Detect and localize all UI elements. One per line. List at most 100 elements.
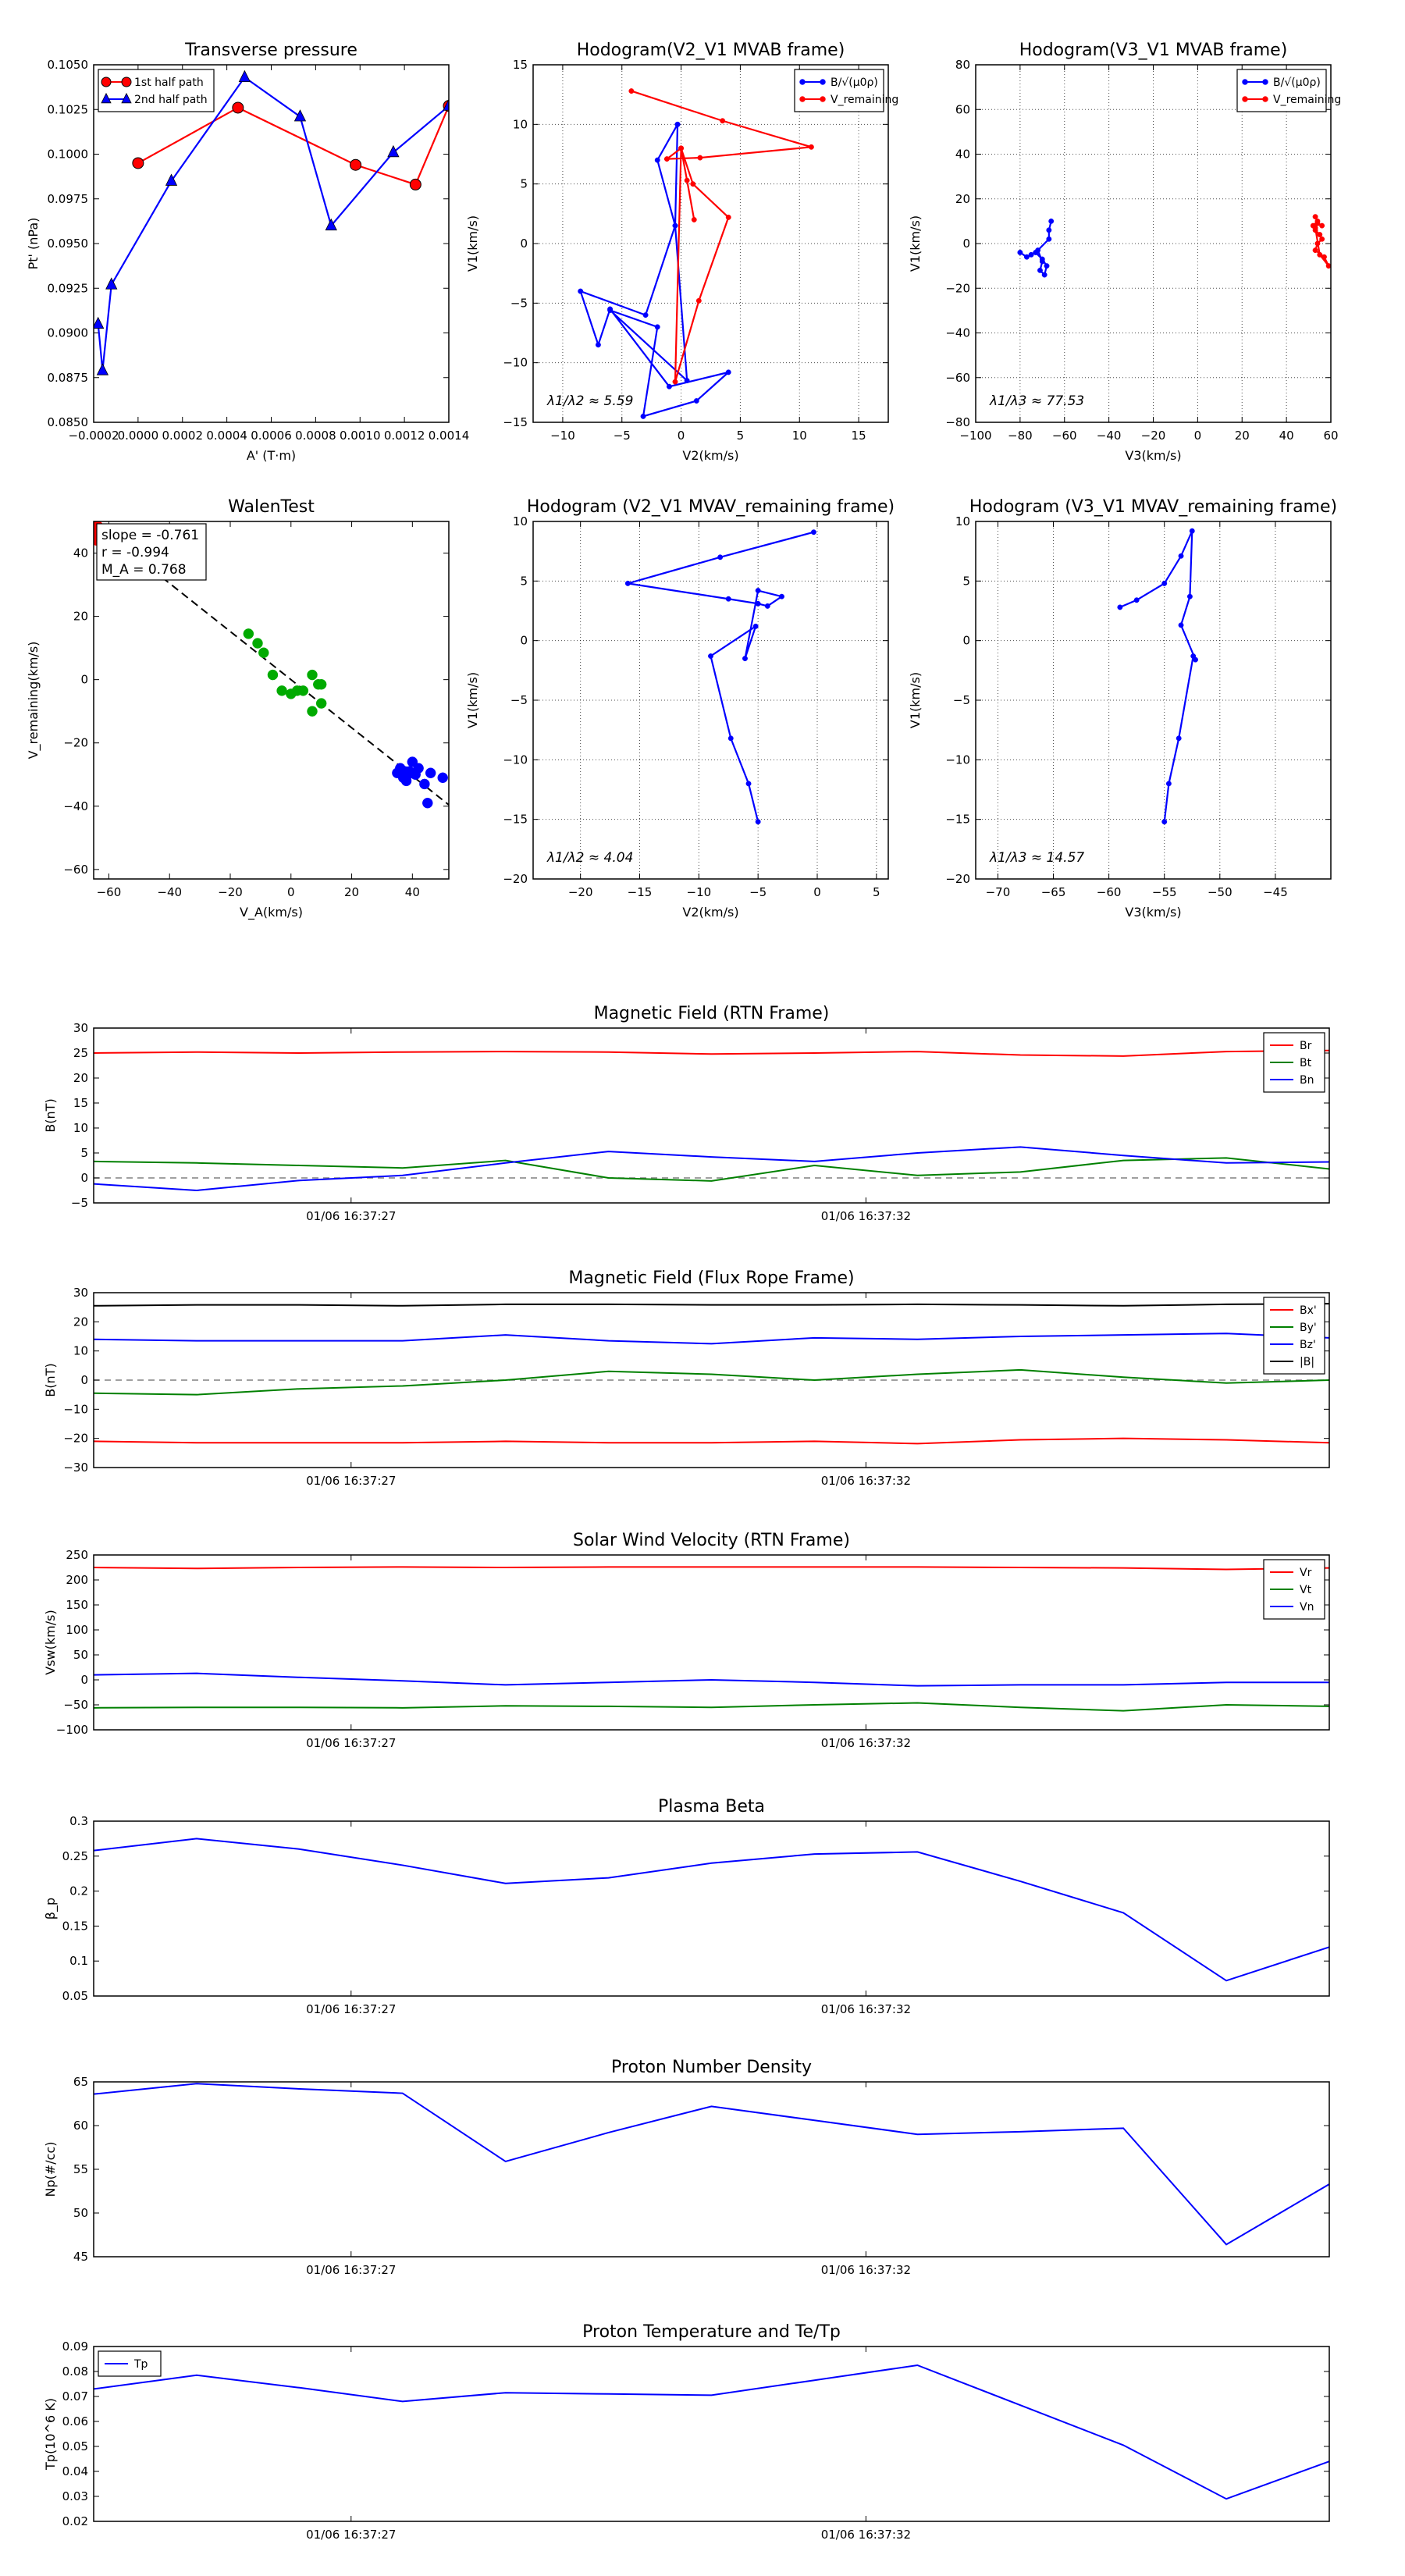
data-point [678,145,685,151]
data-point [1314,220,1321,226]
y-tick-label: 0.2 [69,1884,88,1898]
y-axis-label: V1(km/s) [465,672,480,728]
data-point [258,647,269,658]
y-tick-label: 10 [513,514,528,528]
series-np-line [94,2083,1329,2246]
x-tick-label: 01/06 16:37:27 [306,2002,396,2016]
x-tick-label: 20 [1235,429,1250,443]
y-tick-label: −30 [63,1461,88,1475]
legend-label: 2nd half path [134,94,208,106]
chart-title: Proton Temperature and Te/Tp [582,2322,841,2342]
data-point [624,580,631,586]
y-tick-label: 0.0925 [48,281,89,295]
y-tick-label: 50 [73,1648,88,1662]
axes-frame [975,64,1332,423]
legend: B/√(μ0ρ) V_remaining [1236,69,1341,112]
y-tick-label: 0.03 [62,2489,88,2503]
x-tick-label: 01/06 16:37:32 [821,1209,911,1223]
data-point [595,342,601,348]
y-axis-label: Tp(10^6 K) [43,2398,58,2471]
chart-hodogram_v2v1_mvab: −10 −5 0 5 10 15 −15 −10 −5 0 5 10 15 Hodogram(V2_V1 … [465,41,898,463]
data-point [1033,250,1039,255]
y-axis-label: B(nT) [43,1363,58,1397]
data-point [745,781,752,787]
legend: Vr Vt Vn [1263,1559,1325,1620]
y-tick-label: 55 [73,2162,88,2176]
y-tick-label: 0.1 [69,1954,88,1968]
x-tick-label: −70 [986,885,1011,899]
y-tick-label: −5 [71,1196,88,1210]
legend-marker [121,76,132,87]
y-tick-label: 45 [73,2250,88,2264]
axes-frame [93,1027,1330,1204]
x-tick-label: 0.0012 [384,429,425,443]
data-point [666,383,672,390]
y-tick-label: 5 [80,1146,88,1160]
chart-title: WalenTest [228,497,315,517]
x-axis-label: V2(km/s) [682,448,738,463]
legend-label: Bx' [1300,1304,1317,1317]
x-tick-label: −15 [628,885,653,899]
y-tick-label: 0.1000 [48,148,89,162]
chart-proton_temperature: 01/06 16:37:27 01/06 16:37:32 0.02 0.03 0.04… [43,2322,1330,2542]
x-tick-label: −50 [1208,885,1232,899]
data-point [132,157,144,169]
x-tick-label: −20 [568,885,593,899]
data-point [422,797,433,809]
data-point [443,98,449,111]
chart-hodogram_v3v1_mvav: −70 −65 −60 −55 −50 −45−20−15−10−50510Hodogra… [908,497,1337,920]
y-axis-label: V1(km/s) [908,672,923,728]
series-beta-line [94,1838,1329,1982]
data-point [1317,251,1323,258]
data-point [691,217,697,222]
x-tick-label: 0.0002 [162,429,204,443]
y-tick-label: −10 [503,753,528,767]
data-point [413,763,424,774]
x-tick-label: 01/06 16:37:27 [306,2528,396,2542]
chart-hodogram_v3v1_mvab: −100 −80 −60 −40 −20 0 20 40 60−80−60−40−2002040… [908,41,1341,463]
y-tick-label: 25 [73,1046,88,1060]
data-point [276,685,287,696]
y-tick-label: 60 [73,2119,88,2133]
legend-label: Vt [1300,1584,1312,1596]
data-point [1176,735,1182,742]
legend-label: B/√(μ0ρ) [1273,76,1321,89]
plot-area [94,521,449,879]
chart-sw_velocity: 01/06 16:37:27 01/06 16:37:32 −100 −50 0 50 10… [43,1531,1330,1750]
y-tick-label: 80 [955,58,970,72]
x-tick-label: 01/06 16:37:32 [821,2002,911,2016]
data-point [654,324,660,330]
data-point [811,529,816,535]
data-point [315,678,327,690]
y-tick-label: 0.1050 [48,58,89,72]
data-point [727,735,734,742]
y-tick-label: 65 [73,2075,88,2089]
lambda-ratio-label: λ1/λ2 ≈ 5.59 [546,393,633,409]
y-tick-label: 0.25 [62,1849,88,1863]
x-axis-label: V2(km/s) [682,905,738,920]
data-point [325,218,337,231]
plot-data [94,1838,1329,1982]
y-tick-label: −50 [63,1698,88,1712]
y-axis-label: β_p [43,1898,59,1920]
legend-marker [820,79,826,85]
axes-frame [93,2346,1330,2522]
data-point [350,158,362,171]
data-point [267,669,279,681]
data-point [1037,267,1043,273]
data-point [105,277,118,290]
y-tick-label: −80 [945,415,970,429]
chart-title: Hodogram (V2_V1 MVAV_remaining frame) [527,497,895,517]
series-br-line [94,1049,1329,1057]
plot-area [94,2347,1329,2521]
data-point [697,155,703,161]
plot-data [1117,528,1198,825]
series-bz-line [94,1332,1329,1345]
chart-title: Solar Wind Velocity (RTN Frame) [573,1531,850,1550]
y-tick-label: 0.09 [62,2339,88,2354]
data-point [1044,263,1050,269]
x-tick-label: 40 [1279,429,1294,443]
y-tick-label: 0.1025 [48,102,89,116]
data-point [725,369,731,375]
y-tick-label: −5 [510,693,528,707]
